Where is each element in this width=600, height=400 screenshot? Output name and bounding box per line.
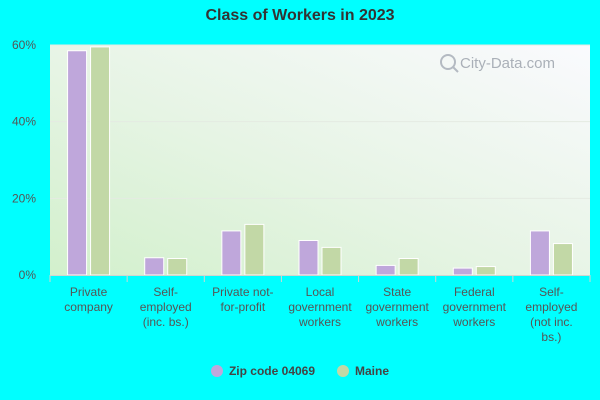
bar-maine-3	[321, 246, 342, 276]
bar-zip-0	[67, 50, 88, 276]
x-axis	[49, 275, 591, 282]
category-labels: Private company Self-employed (inc. bs.) Pri…	[64, 285, 577, 344]
bar-zip-1	[144, 257, 165, 276]
bar-zip-6	[529, 230, 550, 276]
category-label: State government workers	[365, 285, 429, 329]
plot-area	[50, 45, 590, 275]
magnifier-icon	[440, 54, 456, 70]
legend-label-zip: Zip code 04069	[228, 364, 316, 378]
y-tick-label: 0%	[19, 268, 37, 282]
category-label: Self-employed (inc. bs.)	[140, 285, 192, 329]
category-label: Local government workers	[288, 285, 352, 329]
legend-swatch-maine	[337, 365, 350, 377]
watermark: City-Data.com	[440, 54, 555, 73]
bar-zip-5	[452, 267, 473, 276]
legend: Zip code 04069 Maine	[0, 364, 600, 378]
category-label: Private not-for-profit	[212, 285, 273, 314]
category-label: Private company	[64, 285, 113, 314]
bar-zip-3	[298, 240, 319, 276]
bars	[67, 46, 573, 276]
bar-maine-5	[475, 266, 496, 276]
y-tick-label: 40%	[12, 115, 36, 129]
watermark-text: City-Data.com	[460, 55, 555, 72]
legend-swatch-zip	[210, 365, 223, 377]
y-tick-label: 20%	[12, 191, 36, 205]
bar-maine-1	[167, 258, 188, 276]
y-tick-label: 60%	[12, 38, 36, 52]
bar-maine-0	[90, 46, 111, 276]
grid-lines	[50, 44, 590, 199]
bar-zip-4	[375, 264, 396, 276]
magnifier-handle	[452, 66, 459, 73]
legend-label-maine: Maine	[355, 364, 390, 378]
bar-maine-2	[244, 223, 265, 276]
chart-title: Class of Workers in 2023	[205, 7, 395, 24]
bar-zip-2	[221, 230, 242, 276]
category-label: Federal government workers	[443, 285, 507, 329]
category-label: Self-employed (not inc. bs.)	[525, 285, 577, 344]
legend-item-maine: Maine	[337, 364, 389, 378]
bar-maine-6	[552, 243, 573, 276]
legend-item-zip: Zip code 04069	[210, 364, 316, 378]
y-axis-ticks: 0% 20% 40% 60%	[12, 38, 36, 282]
bar-maine-4	[398, 258, 419, 276]
